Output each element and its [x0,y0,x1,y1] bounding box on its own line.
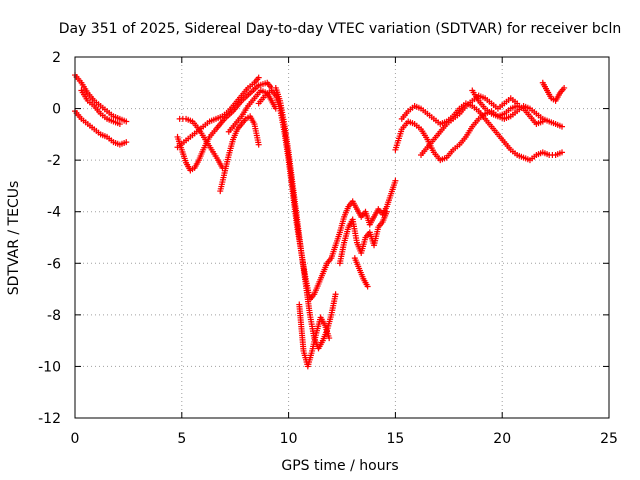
x-tick-label: 15 [386,431,404,447]
y-tick-label: 0 [52,102,61,118]
series-track-b [72,108,130,148]
series-track-a [72,72,130,125]
plot-frame [74,56,610,419]
data-point [332,291,339,298]
data-series [72,72,568,370]
data-point [326,335,333,342]
series-track-q [469,87,546,128]
y-axis-title: SDTVAR / TECUs [6,181,22,296]
data-point [364,283,371,290]
series-track-f [174,74,262,151]
x-axis-title: GPS time / hours [281,458,398,474]
data-point [255,141,262,148]
data-point [123,118,130,125]
y-tick-label: -10 [38,359,61,375]
y-tick-label: 2 [52,50,61,66]
series-track-j [272,84,339,352]
y-tick-label: -4 [47,205,61,221]
x-tick-label: 20 [493,431,511,447]
series-track-r [539,79,568,104]
data-point [116,121,123,128]
series-track-c [78,87,123,128]
series-track-m [351,255,371,290]
data-point [219,164,226,171]
chart-title: Day 351 of 2025, Sidereal Day-to-day VTE… [59,21,622,37]
series-track-l [336,208,390,267]
tick-labels: 0 5 10 15 20 25 -12 -10 -8 -6 -4 -2 0 2 [38,50,618,447]
x-tick-label: 10 [280,431,298,447]
x-tick-label: 0 [71,431,80,447]
data-point [255,74,262,81]
y-tick-label: -12 [38,411,61,427]
x-tick-label: 25 [600,431,618,447]
data-point [559,123,566,130]
series-track-g [217,113,262,195]
data-point [383,208,390,215]
data-point [539,118,546,125]
data-point [561,84,568,91]
y-tick-label: -8 [47,308,61,324]
series-track-e [176,115,226,171]
series-track-k [296,301,333,370]
data-point [559,149,566,156]
series-track-n [392,102,566,164]
data-point [123,139,130,146]
data-point [392,177,399,184]
x-tick-label: 5 [177,431,186,447]
y-tick-label: -2 [47,153,61,169]
y-tick-label: -6 [47,256,61,272]
series-track-h [225,87,279,135]
axis-ticks [74,56,610,419]
